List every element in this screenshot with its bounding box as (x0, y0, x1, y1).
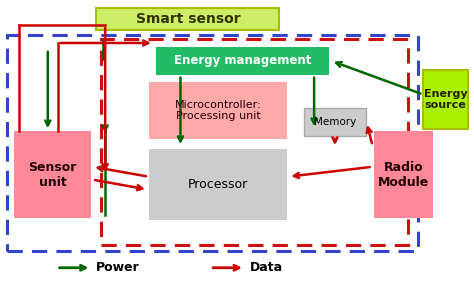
Text: Memory: Memory (314, 117, 356, 127)
Text: Power: Power (96, 261, 140, 274)
Bar (14, 131, 91, 218)
Bar (149, 82, 287, 139)
Bar (96, 8, 280, 30)
Text: Smart sensor: Smart sensor (136, 12, 240, 26)
Text: Energy management: Energy management (173, 54, 311, 67)
Text: Microcontroller:
Processing unit: Microcontroller: Processing unit (175, 99, 261, 121)
Text: Data: Data (250, 261, 283, 274)
Bar (101, 39, 408, 245)
Bar (149, 149, 287, 220)
Bar (304, 108, 365, 136)
Bar (7, 35, 418, 251)
Text: Sensor
unit: Sensor unit (28, 161, 77, 189)
Text: Radio
Module: Radio Module (378, 161, 429, 189)
Bar (423, 70, 468, 129)
Bar (155, 47, 329, 75)
Text: Processor: Processor (188, 178, 248, 191)
Bar (374, 131, 433, 218)
Text: Energy
source: Energy source (423, 89, 467, 110)
